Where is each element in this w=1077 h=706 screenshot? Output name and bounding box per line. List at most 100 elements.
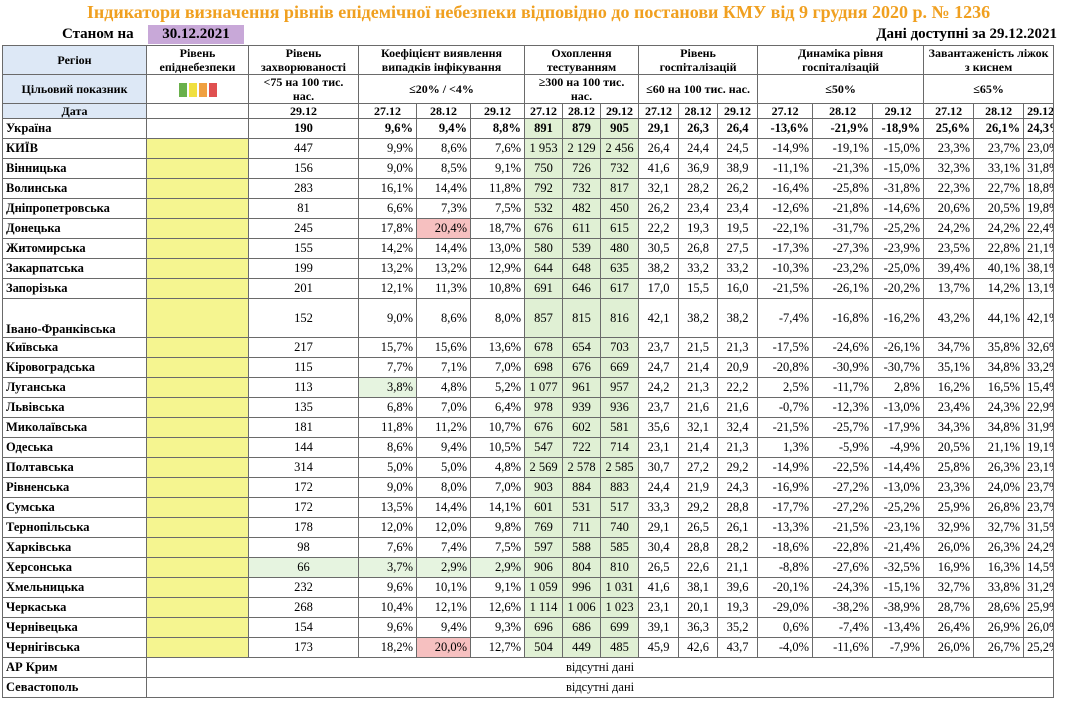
- level-cell: [146, 577, 249, 598]
- incidence-cell: 152: [248, 298, 359, 338]
- testing-cell: 711: [562, 517, 601, 538]
- table-row: Миколаївська 181 11,8% 11,2% 10,7% 676 602 581 3…: [2, 417, 1055, 438]
- beds-cell: 26,3%: [973, 537, 1025, 558]
- beds-cell: 24,2%: [1023, 537, 1055, 558]
- detection-cell: 9,0%: [358, 477, 417, 498]
- incidence-cell: 135: [248, 397, 359, 418]
- detection-cell: 10,8%: [470, 278, 525, 299]
- detection-cell: 9,9%: [358, 138, 417, 159]
- beds-cell: 26,7%: [973, 637, 1025, 658]
- incidence-cell: 81: [248, 198, 359, 219]
- target-hosp: ≤60 на 100 тис. нас.: [638, 74, 759, 104]
- beds-cell: 25,2%: [1023, 637, 1055, 658]
- dynamics-cell: -16,2%: [872, 298, 925, 338]
- hosp-cell: 27,5: [717, 238, 759, 259]
- dynamics-cell: -27,3%: [812, 238, 874, 259]
- hosp-cell: 21,9: [678, 477, 719, 498]
- missing-data-note: відсутні дані: [145, 677, 1055, 698]
- table-row: Івано-Франківська 152 9,0% 8,6% 8,0% 857 815 81…: [2, 298, 1055, 338]
- dynamics-cell: -22,5%: [812, 457, 874, 478]
- region-name: Закарпатська: [2, 258, 147, 279]
- testing-cell: 485: [599, 637, 640, 658]
- detection-cell: 17,8%: [358, 218, 417, 239]
- dynamics-cell: -5,9%: [812, 437, 874, 458]
- table-row: Донецька 245 17,8% 20,4% 18,7% 676 611 615 22,2 1…: [2, 218, 1055, 239]
- detection-cell: 18,7%: [470, 218, 525, 239]
- detection-cell: 7,0%: [470, 357, 525, 378]
- dynamics-cell: -26,1%: [812, 278, 874, 299]
- dynamics-cell: -21,8%: [812, 198, 874, 219]
- region-name: Харківська: [2, 537, 147, 558]
- region-name: Сумська: [2, 497, 147, 518]
- testing-cell: 539: [562, 238, 601, 259]
- beds-cell: 26,1%: [973, 118, 1025, 139]
- testing-cell: 978: [524, 397, 563, 418]
- detection-cell: 12,9%: [470, 258, 525, 279]
- testing-cell: 602: [562, 417, 601, 438]
- testing-cell: 686: [562, 617, 601, 638]
- beds-cell: 31,2%: [1023, 577, 1055, 598]
- testing-cell: 635: [599, 258, 640, 279]
- hosp-cell: 42,1: [638, 298, 680, 338]
- date-level: [146, 103, 249, 119]
- detection-cell: 9,6%: [358, 577, 417, 598]
- dynamics-cell: -25,2%: [872, 218, 925, 239]
- detection-cell: 8,8%: [470, 118, 525, 139]
- level-cell: [146, 497, 249, 518]
- detection-cell: 9,0%: [358, 158, 417, 179]
- detection-cell: 13,5%: [358, 497, 417, 518]
- beds-cell: 26,8%: [973, 497, 1025, 518]
- date-col: 27.12: [757, 103, 814, 119]
- beds-cell: 34,8%: [973, 417, 1025, 438]
- hosp-cell: 21,6: [678, 397, 719, 418]
- hosp-cell: 24,4: [678, 138, 719, 159]
- header-beds: Завантаженість ліжок з киснем: [923, 45, 1055, 75]
- detection-cell: 7,0%: [416, 397, 471, 418]
- header-hosp: Рівень госпіталізацій: [638, 45, 759, 75]
- beds-cell: 18,8%: [1023, 178, 1055, 199]
- detection-cell: 9,1%: [470, 158, 525, 179]
- beds-cell: 24,2%: [923, 218, 975, 239]
- detection-cell: 7,3%: [416, 198, 471, 219]
- beds-cell: 44,1%: [973, 298, 1025, 338]
- detection-cell: 15,7%: [358, 337, 417, 358]
- hosp-cell: 29,2: [717, 457, 759, 478]
- hosp-cell: 29,1: [638, 517, 680, 538]
- level-cell: [146, 517, 249, 538]
- beds-cell: 15,4%: [1023, 377, 1055, 398]
- beds-cell: 32,6%: [1023, 337, 1055, 358]
- beds-cell: 13,1%: [1023, 278, 1055, 299]
- hosp-cell: 16,0: [717, 278, 759, 299]
- testing-cell: 617: [599, 278, 640, 299]
- beds-cell: 14,2%: [973, 278, 1025, 299]
- detection-cell: 14,4%: [416, 497, 471, 518]
- hosp-cell: 33,3: [638, 497, 680, 518]
- beds-cell: 25,9%: [1023, 597, 1055, 618]
- region-name: Рівненська: [2, 477, 147, 498]
- beds-cell: 34,7%: [923, 337, 975, 358]
- swatch-green-icon: [178, 82, 187, 97]
- detection-cell: 7,5%: [470, 198, 525, 219]
- testing-cell: 2 585: [599, 457, 640, 478]
- dynamics-cell: -21,4%: [872, 537, 925, 558]
- level-cell: [146, 557, 249, 578]
- detection-cell: 12,0%: [416, 517, 471, 538]
- table-row: Житомирська 155 14,2% 14,4% 13,0% 580 539 480 30…: [2, 238, 1055, 259]
- hosp-cell: 41,6: [638, 158, 680, 179]
- beds-cell: 14,5%: [1023, 557, 1055, 578]
- beds-cell: 20,5%: [973, 198, 1025, 219]
- hosp-cell: 29,2: [678, 497, 719, 518]
- region-name: Хмельницька: [2, 577, 147, 598]
- detection-cell: 9,6%: [358, 617, 417, 638]
- testing-cell: 703: [599, 337, 640, 358]
- level-cell: [146, 218, 249, 239]
- beds-cell: 23,3%: [923, 138, 975, 159]
- hosp-cell: 32,1: [678, 417, 719, 438]
- target-incidence: <75 на 100 тис. нас.: [248, 74, 359, 104]
- dynamics-cell: -14,4%: [872, 457, 925, 478]
- incidence-cell: 314: [248, 457, 359, 478]
- hosp-cell: 20,1: [678, 597, 719, 618]
- region-name: Чернігівська: [2, 637, 147, 658]
- date-col: 29.12: [1023, 103, 1055, 119]
- beds-cell: 23,7%: [973, 138, 1025, 159]
